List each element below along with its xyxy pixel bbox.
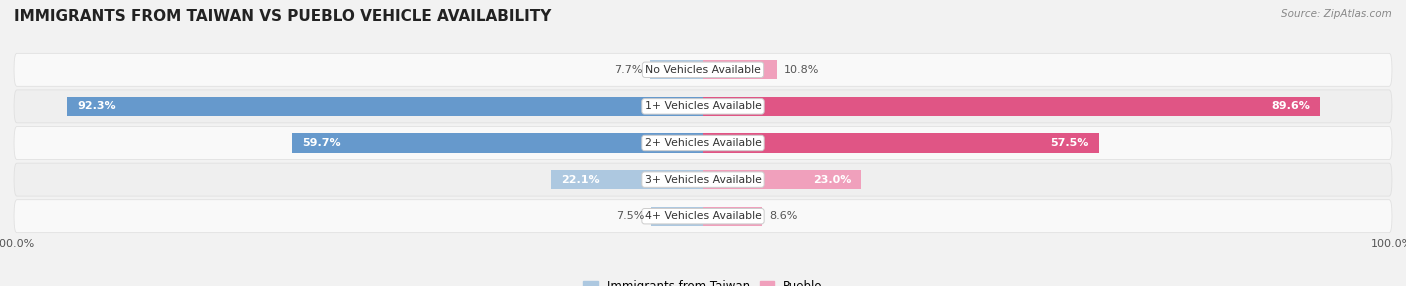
Text: 7.7%: 7.7% (614, 65, 643, 75)
FancyBboxPatch shape (14, 53, 1392, 86)
Text: 1+ Vehicles Available: 1+ Vehicles Available (644, 102, 762, 111)
Text: 89.6%: 89.6% (1271, 102, 1310, 111)
Bar (703, 170, 862, 189)
Bar (650, 60, 703, 79)
Bar (291, 134, 703, 152)
FancyBboxPatch shape (14, 200, 1392, 233)
Text: 4+ Vehicles Available: 4+ Vehicles Available (644, 211, 762, 221)
Text: 57.5%: 57.5% (1050, 138, 1088, 148)
Text: 8.6%: 8.6% (769, 211, 797, 221)
Text: IMMIGRANTS FROM TAIWAN VS PUEBLO VEHICLE AVAILABILITY: IMMIGRANTS FROM TAIWAN VS PUEBLO VEHICLE… (14, 9, 551, 23)
Bar (703, 134, 1099, 152)
Bar (703, 60, 778, 79)
Text: 2+ Vehicles Available: 2+ Vehicles Available (644, 138, 762, 148)
Bar (703, 207, 762, 226)
Text: 22.1%: 22.1% (561, 175, 600, 184)
Text: 23.0%: 23.0% (813, 175, 851, 184)
FancyBboxPatch shape (14, 90, 1392, 123)
Text: 92.3%: 92.3% (77, 102, 117, 111)
Text: Source: ZipAtlas.com: Source: ZipAtlas.com (1281, 9, 1392, 19)
Legend: Immigrants from Taiwan, Pueblo: Immigrants from Taiwan, Pueblo (579, 276, 827, 286)
Text: 59.7%: 59.7% (302, 138, 340, 148)
Bar (551, 170, 703, 189)
Text: No Vehicles Available: No Vehicles Available (645, 65, 761, 75)
Bar (703, 97, 1320, 116)
FancyBboxPatch shape (14, 126, 1392, 160)
Bar (67, 97, 703, 116)
Text: 10.8%: 10.8% (785, 65, 820, 75)
Text: 3+ Vehicles Available: 3+ Vehicles Available (644, 175, 762, 184)
Bar (651, 207, 703, 226)
Text: 7.5%: 7.5% (616, 211, 644, 221)
FancyBboxPatch shape (14, 163, 1392, 196)
